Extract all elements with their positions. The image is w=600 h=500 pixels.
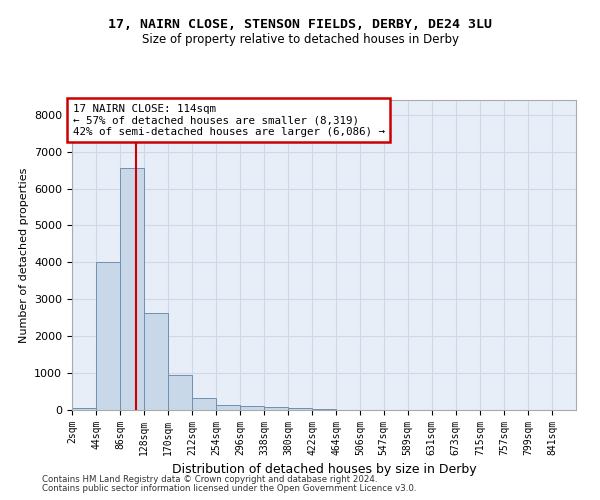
Bar (240, 406, 264, 410)
Bar (216, 405, 240, 410)
Text: Contains public sector information licensed under the Open Government Licence v3: Contains public sector information licen… (42, 484, 416, 493)
Bar (312, 408, 336, 410)
Bar (288, 408, 312, 410)
Bar (96, 262, 120, 410)
Text: 17, NAIRN CLOSE, STENSON FIELDS, DERBY, DE24 3LU: 17, NAIRN CLOSE, STENSON FIELDS, DERBY, … (108, 18, 492, 30)
Y-axis label: Number of detached properties: Number of detached properties (19, 168, 29, 342)
Bar (144, 313, 168, 410)
Text: 17 NAIRN CLOSE: 114sqm
← 57% of detached houses are smaller (8,319)
42% of semi-: 17 NAIRN CLOSE: 114sqm ← 57% of detached… (73, 104, 385, 137)
Bar (168, 375, 192, 410)
X-axis label: Distribution of detached houses by size in Derby: Distribution of detached houses by size … (172, 464, 476, 476)
Text: Size of property relative to detached houses in Derby: Size of property relative to detached ho… (142, 32, 458, 46)
Text: Contains HM Land Registry data © Crown copyright and database right 2024.: Contains HM Land Registry data © Crown c… (42, 476, 377, 484)
Bar (264, 407, 288, 410)
Bar (72, 408, 96, 410)
Bar (192, 398, 216, 410)
Bar (120, 168, 144, 410)
